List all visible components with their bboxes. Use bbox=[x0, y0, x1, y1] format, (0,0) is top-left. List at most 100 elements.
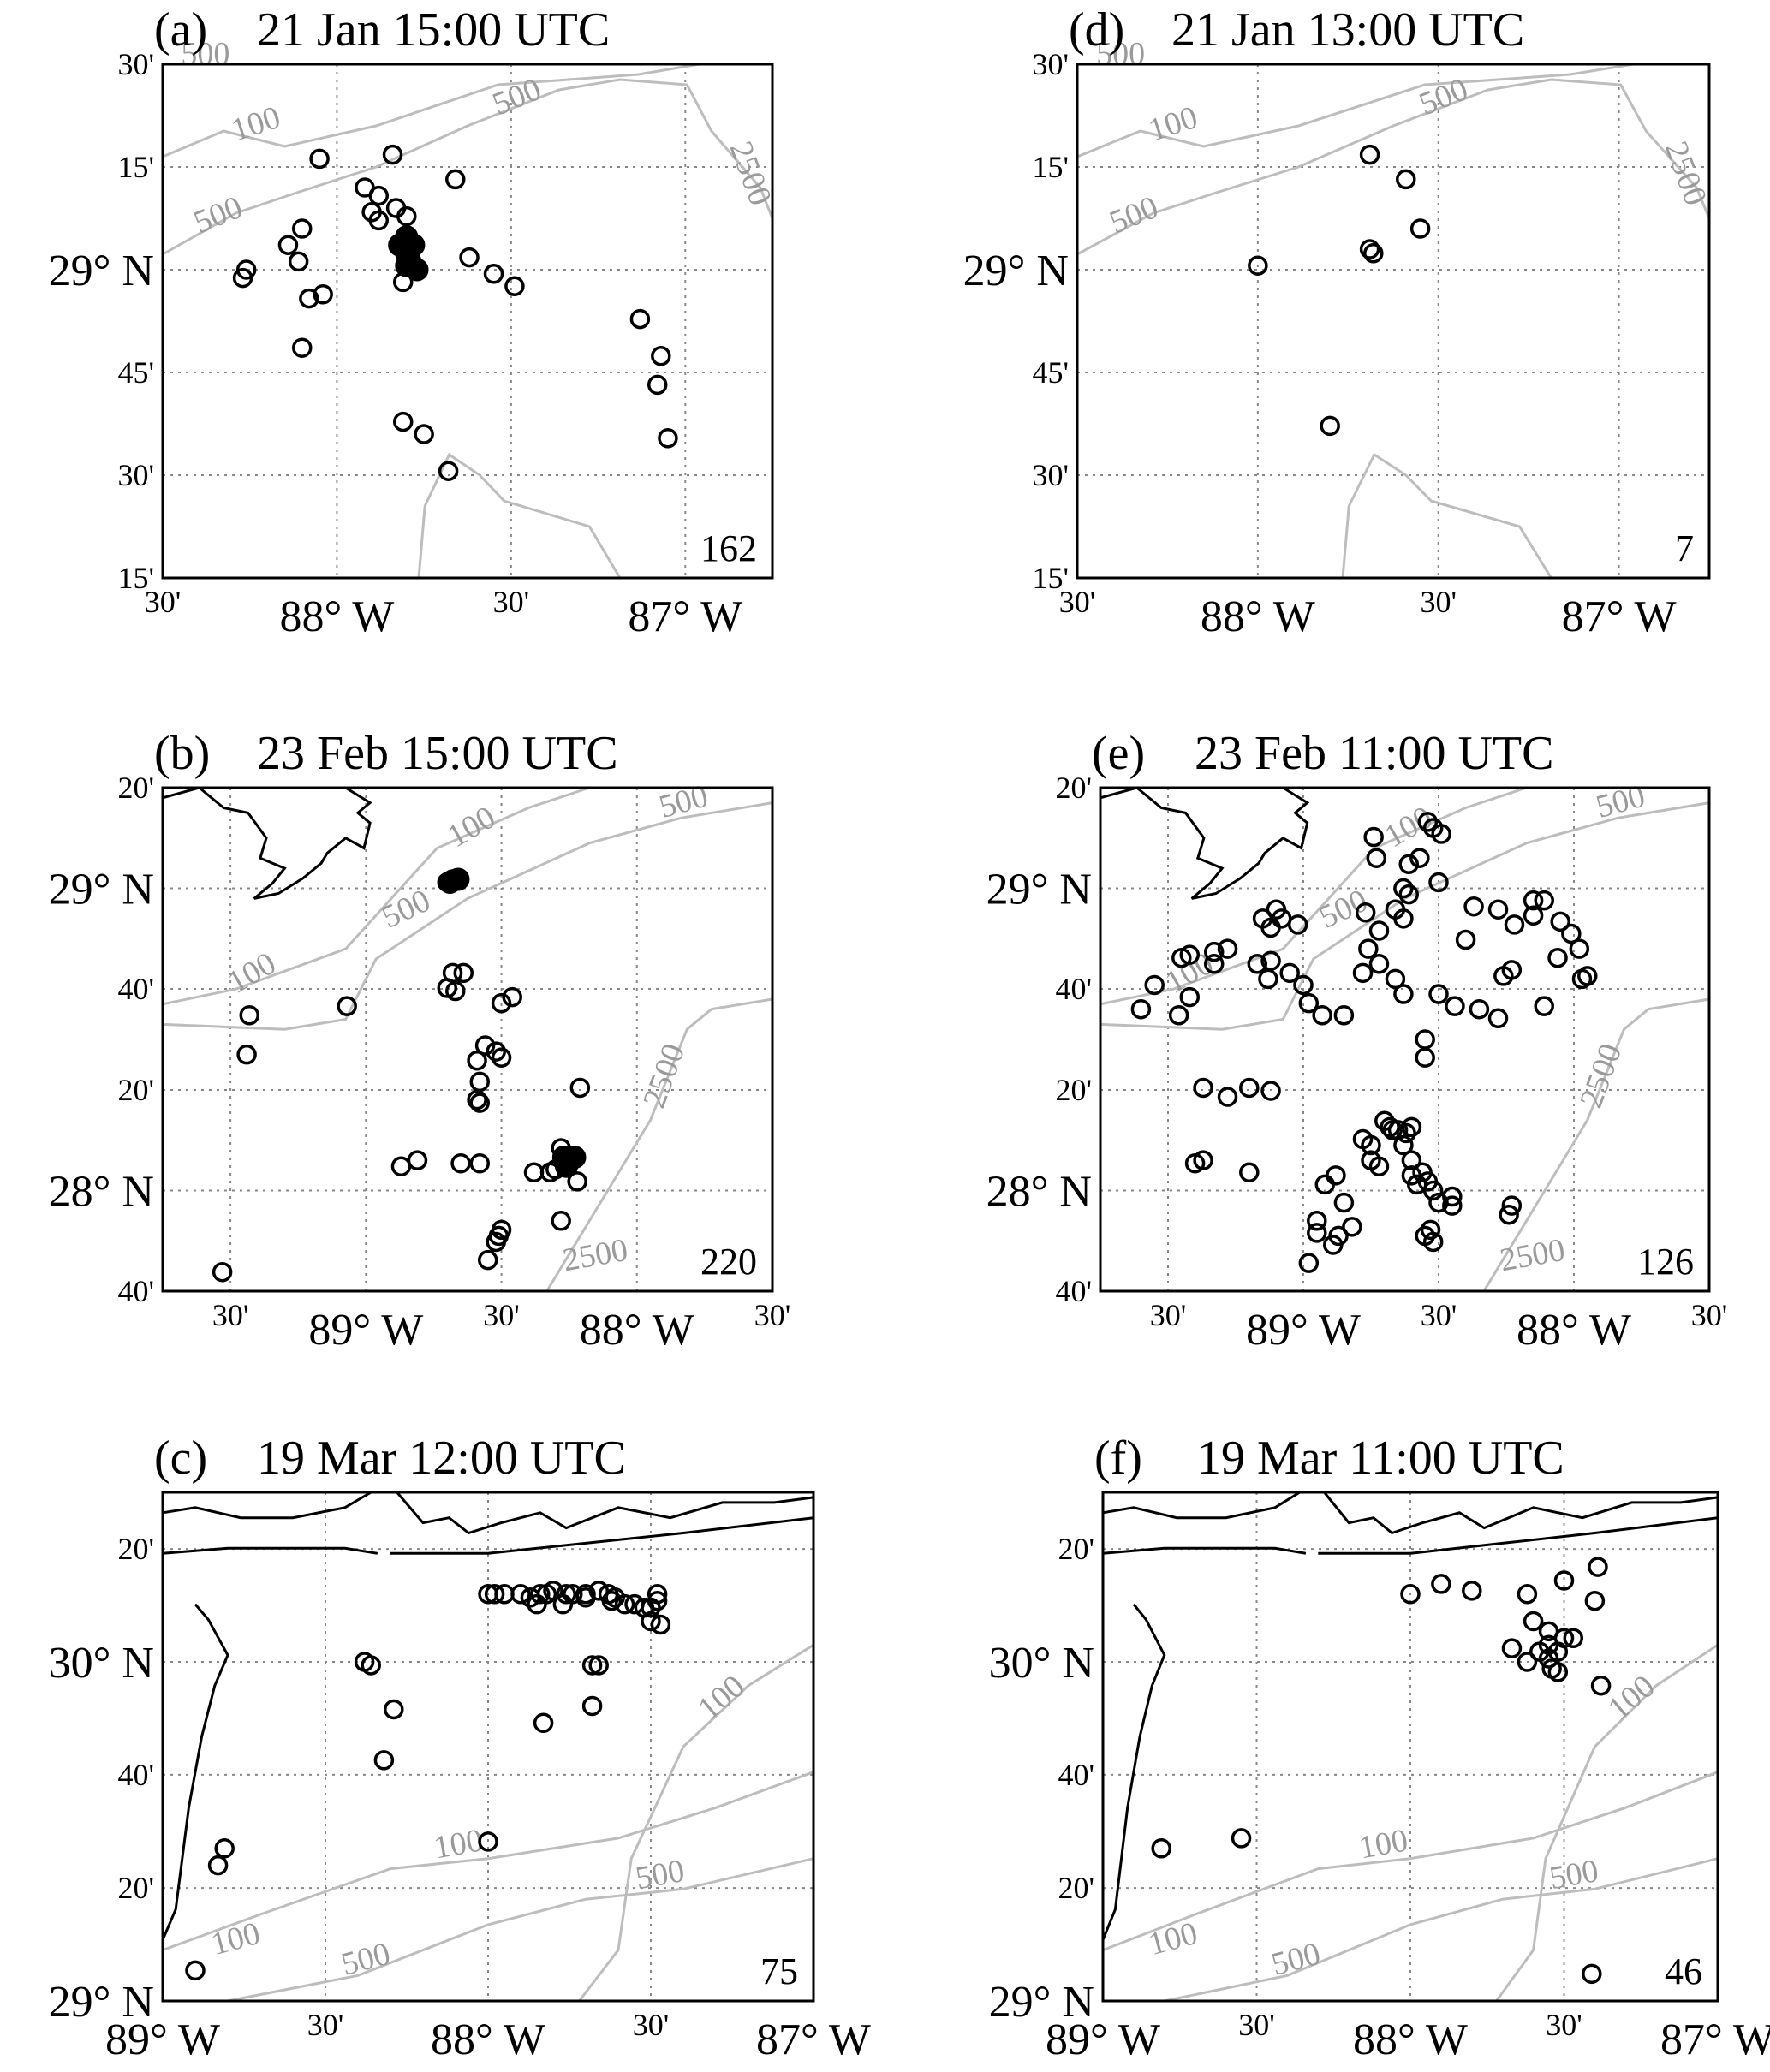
lightning-point bbox=[1239, 1162, 1260, 1183]
bathymetry-contour bbox=[162, 63, 700, 158]
lat-tick-label: 29° N bbox=[49, 247, 154, 295]
lightning-point bbox=[1469, 998, 1490, 1020]
map-frame bbox=[1101, 1491, 1719, 2003]
lightning-point bbox=[445, 169, 466, 190]
lon-tick-label: 30' bbox=[633, 2008, 670, 2042]
lightning-point bbox=[368, 210, 390, 231]
coastline bbox=[396, 1491, 814, 1535]
coastline bbox=[1102, 1491, 1301, 1520]
lightning-point bbox=[647, 374, 668, 396]
lon-tick-label: 30' bbox=[1238, 2008, 1275, 2042]
lon-tick-label: 30' bbox=[1421, 1298, 1457, 1332]
lightning-point bbox=[1355, 902, 1376, 923]
contour-label: 100 bbox=[227, 99, 284, 149]
lightning-point bbox=[1203, 954, 1225, 974]
lightning-point bbox=[658, 428, 678, 449]
lightning-point bbox=[486, 1041, 506, 1062]
lon-tick-label: 87° W bbox=[756, 2015, 871, 2064]
lat-tick-label: 45' bbox=[1033, 355, 1070, 390]
lightning-point bbox=[533, 1712, 554, 1734]
contour-label: 500 bbox=[655, 778, 712, 825]
coastline bbox=[1102, 1546, 1307, 1555]
coastline bbox=[390, 1516, 814, 1555]
lightning-point bbox=[1523, 905, 1544, 926]
lat-tick-label: 28° N bbox=[49, 1167, 154, 1216]
lightning-point bbox=[1417, 1171, 1439, 1192]
lightning-point bbox=[478, 1831, 498, 1852]
lon-tick-label: 30' bbox=[483, 1298, 520, 1332]
lightning-point bbox=[1358, 938, 1379, 959]
lightning-point bbox=[530, 1584, 551, 1605]
lon-tick-label: 30' bbox=[1420, 585, 1457, 619]
contour-label: 100 bbox=[1144, 99, 1201, 149]
lon-tick-label: 30' bbox=[1150, 1298, 1187, 1332]
panel-label: (c) bbox=[154, 1432, 207, 1485]
lat-tick-label: 30' bbox=[1033, 47, 1070, 81]
contour-label: 100 bbox=[222, 945, 282, 1001]
lightning-point bbox=[212, 1262, 233, 1283]
map-panel-f: 100 100 100 500 500 20' 30° N 40' 20' 29° N89° W 3… bbox=[989, 1432, 1770, 2064]
bathymetry-contour bbox=[545, 997, 773, 1292]
lon-tick-label: 87° W bbox=[1660, 2015, 1770, 2064]
contour-label: 100 bbox=[431, 1822, 485, 1866]
contour-label: 500 bbox=[1096, 36, 1145, 72]
lightning-point bbox=[569, 1077, 591, 1099]
lightning-point bbox=[1217, 938, 1238, 959]
lightning-point bbox=[1312, 1005, 1332, 1026]
lat-tick-label: 30' bbox=[118, 458, 155, 492]
lightning-point bbox=[1260, 1081, 1281, 1101]
coastline bbox=[1100, 786, 1310, 900]
lightning-point bbox=[1368, 920, 1390, 941]
lightning-point bbox=[1577, 966, 1598, 986]
lightning-point bbox=[1352, 1128, 1374, 1150]
lightning-point bbox=[504, 276, 525, 296]
lat-tick-label: 40' bbox=[118, 972, 155, 1006]
lightning-point bbox=[1499, 1204, 1519, 1225]
lightning-point bbox=[1231, 1828, 1252, 1849]
lightning-point bbox=[1393, 908, 1414, 929]
lightning-point bbox=[459, 247, 480, 268]
contour-label: 100 bbox=[1356, 1822, 1410, 1866]
lightning-point bbox=[291, 337, 313, 358]
lightning-point bbox=[1431, 1574, 1451, 1594]
lightning-point bbox=[651, 346, 671, 366]
lightning-point bbox=[601, 1590, 623, 1611]
lightning-point bbox=[396, 205, 417, 227]
coastline bbox=[162, 786, 372, 900]
lightning-point bbox=[1359, 144, 1380, 165]
contour-label: 500 bbox=[181, 36, 229, 72]
contour-label: 100 bbox=[1145, 1915, 1201, 1962]
lightning-point bbox=[1252, 908, 1273, 929]
bathymetry-contour bbox=[227, 1857, 814, 2003]
lightning-point bbox=[1398, 884, 1419, 905]
lightning-point bbox=[1415, 1029, 1435, 1050]
lightning-point bbox=[442, 962, 463, 984]
lightning-point bbox=[1247, 954, 1268, 974]
lat-tick-label: 30° N bbox=[49, 1639, 154, 1688]
map-panel-c: 100 100 100 500 500 20' 30° N 40' 20' 29° N89° W 3… bbox=[49, 1432, 871, 2064]
lightning-point bbox=[1293, 974, 1314, 996]
lightning-point bbox=[1523, 890, 1544, 911]
contour-label: 100 bbox=[1601, 1668, 1662, 1727]
lightning-point bbox=[1279, 962, 1300, 984]
lightning-point-dense bbox=[395, 253, 419, 277]
lightning-point bbox=[1401, 1150, 1422, 1170]
flash-count: 220 bbox=[700, 1241, 757, 1283]
bathymetry-contour bbox=[1482, 997, 1710, 1292]
coastline bbox=[1101, 1603, 1166, 1941]
bathymetry-contour bbox=[1100, 801, 1710, 1031]
panel-title: 23 Feb 15:00 UTC bbox=[257, 727, 618, 780]
lightning-point bbox=[1328, 1225, 1349, 1247]
lightning-point bbox=[1363, 243, 1384, 264]
coastline bbox=[161, 1603, 229, 1941]
lat-tick-label: 15' bbox=[118, 561, 155, 595]
lon-tick-label: 88° W bbox=[431, 2015, 545, 2064]
lightning-point bbox=[1366, 848, 1387, 868]
lightning-point bbox=[1442, 1195, 1463, 1216]
lightning-point bbox=[477, 1249, 498, 1271]
lightning-point bbox=[491, 1047, 512, 1068]
lightning-point bbox=[1333, 1192, 1355, 1213]
lon-tick-label: 88° W bbox=[279, 592, 394, 641]
lightning-point bbox=[1203, 941, 1225, 962]
